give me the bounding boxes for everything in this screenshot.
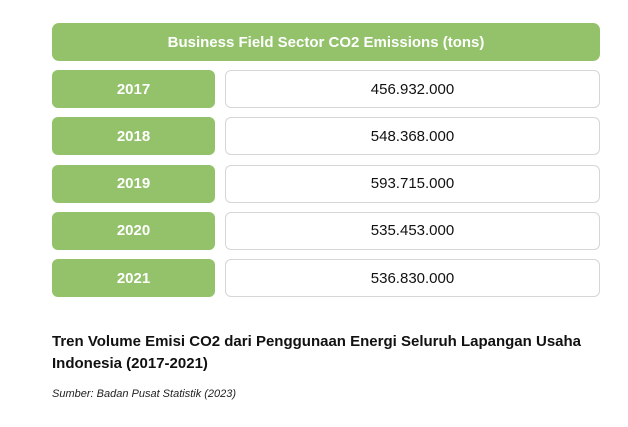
year-cell: 2017 [52,70,215,108]
figure-caption: Tren Volume Emisi CO2 dari Penggunaan En… [52,333,582,372]
year-cell: 2018 [52,117,215,156]
value-cell: 548.368.000 [225,117,600,156]
value-cell: 456.932.000 [225,70,600,108]
table-row: 2021 536.830.000 [52,259,600,297]
table-row: 2018 548.368.000 [52,117,600,156]
year-cell: 2020 [52,211,215,250]
value-cell: 536.830.000 [225,259,600,297]
year-cell: 2019 [52,164,215,203]
table-row: 2019 593.715.000 [52,164,600,203]
value-cell: 593.715.000 [225,164,600,203]
table-header: Business Field Sector CO2 Emissions (ton… [52,23,600,61]
year-cell: 2021 [52,259,215,297]
emissions-table: 2017 456.932.000 2018 548.368.000 2019 5… [52,70,600,306]
value-cell: 535.453.000 [225,211,600,250]
source-note: Sumber: Badan Pusat Statistik (2023) [52,388,237,400]
table-row: 2017 456.932.000 [52,70,600,108]
table-row: 2020 535.453.000 [52,211,600,250]
